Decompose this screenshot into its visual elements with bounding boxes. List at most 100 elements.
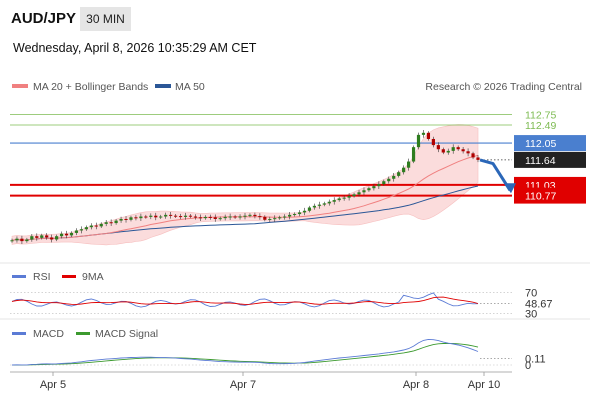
candle-body (218, 218, 222, 220)
candle-body (188, 215, 193, 217)
candle-body (233, 216, 237, 218)
candle-body (183, 215, 188, 217)
candle-body (129, 217, 133, 220)
last-price-label: 111.64 (525, 155, 556, 167)
rsi-ma9-line (11, 296, 479, 305)
candle-body (45, 235, 49, 238)
candle-body (159, 216, 163, 218)
candle-body (243, 215, 247, 217)
ma9-legend-swatch (62, 275, 76, 278)
candle-body (342, 197, 346, 199)
candle-body (84, 227, 88, 230)
candle-body (352, 194, 356, 196)
x-tick-label: Apr 10 (468, 379, 500, 391)
macd-signal-legend-label: MACD Signal (95, 328, 158, 340)
candle-body (322, 203, 326, 205)
candle-body (307, 207, 312, 211)
candle-body (134, 217, 138, 219)
ma50-legend-swatch (155, 84, 171, 88)
candle-body (372, 186, 376, 189)
support-label: 110.77 (525, 191, 556, 203)
candle-body (471, 153, 475, 158)
candle-body (64, 233, 69, 236)
candle-body (297, 212, 302, 215)
ma50-legend-label: MA 50 (175, 81, 205, 93)
candle-body (154, 215, 158, 218)
candle-body (149, 215, 153, 217)
currency-pair-title: AUD/JPY (11, 10, 77, 27)
macd-signal-line (12, 342, 479, 366)
candle-body (411, 147, 416, 162)
pivot-label-box (514, 135, 586, 152)
rsi-level-label: 30 (525, 308, 537, 320)
copyright-text: Research © 2026 Trading Central (425, 81, 582, 93)
candle-body (406, 161, 411, 168)
candle-body (139, 216, 143, 219)
candle-body (198, 217, 202, 219)
candle-body (50, 237, 54, 240)
candle-body (104, 222, 108, 224)
candle-body (119, 218, 123, 221)
candle-body (20, 238, 24, 242)
candle-body (144, 216, 148, 218)
candle-body (15, 238, 19, 241)
candle-body (362, 190, 366, 193)
candle-body (164, 214, 168, 217)
candle-body (392, 175, 396, 179)
candle-body (178, 216, 183, 218)
candle-body (382, 181, 386, 185)
candle-body (79, 229, 84, 231)
candle-body (273, 218, 277, 220)
candle-body (402, 167, 406, 173)
candle-body (436, 145, 440, 150)
candle-body (55, 236, 59, 240)
rsi-line (11, 292, 479, 308)
ma9-legend-label: 9MA (82, 271, 104, 283)
candle-body (263, 216, 267, 220)
candle-body (109, 222, 113, 224)
candle-body (203, 216, 207, 219)
candle-body (253, 214, 257, 217)
candle-body (74, 230, 79, 233)
pivot-label: 112.05 (525, 138, 556, 150)
rsi-legend-label: RSI (33, 271, 51, 283)
candles-group (10, 129, 480, 244)
report-datetime: Wednesday, April 8, 2026 10:35:29 AM CET (13, 41, 257, 55)
candle-body (312, 205, 317, 208)
candle-body (228, 216, 232, 218)
x-tick-label: Apr 8 (403, 379, 429, 391)
chart-header: AUD/JPY 30 MIN Wednesday, April 8, 2026 … (0, 0, 590, 64)
timeframe-button[interactable]: 30 MIN (80, 7, 131, 31)
ma20-legend-label: MA 20 + Bollinger Bands (33, 81, 148, 93)
candle-body (332, 200, 336, 202)
candle-body (451, 147, 455, 151)
candle-body (292, 214, 297, 216)
candle-body (283, 216, 287, 218)
candle-body (431, 138, 435, 146)
ma20-legend-swatch (12, 84, 28, 88)
candle-body (124, 218, 128, 220)
candle-body (337, 198, 341, 201)
target-label: 112.49 (525, 120, 556, 132)
candle-body (114, 220, 118, 224)
candle-body (248, 214, 252, 216)
candle-body (35, 236, 39, 238)
candle-body (258, 216, 262, 218)
candle-body (268, 218, 272, 220)
support-label-box (514, 187, 586, 204)
candle-body (40, 235, 44, 238)
candle-body (302, 210, 307, 213)
x-tick-label: Apr 5 (40, 379, 66, 391)
candle-body (30, 236, 34, 240)
candle-body (99, 223, 103, 227)
forecast-arrow-head (504, 183, 516, 194)
candle-body (288, 214, 292, 217)
macd-current-label: 0.11 (525, 353, 546, 365)
candle-body (416, 134, 421, 148)
candle-body (357, 192, 361, 195)
candle-body (456, 147, 460, 150)
rsi-current-label: 48.67 (525, 299, 553, 311)
macd-signal-legend-swatch (76, 332, 90, 335)
candle-body (466, 151, 470, 154)
